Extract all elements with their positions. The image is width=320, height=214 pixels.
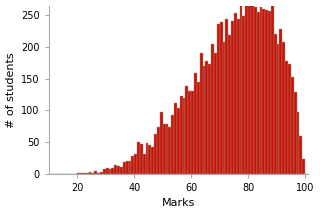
Bar — [103, 169, 106, 174]
Bar — [191, 91, 194, 174]
Bar — [134, 154, 137, 174]
Bar — [154, 134, 157, 174]
Bar — [240, 4, 243, 174]
Bar — [291, 77, 294, 174]
Bar — [80, 173, 83, 174]
Bar — [114, 165, 117, 174]
Bar — [231, 21, 234, 174]
Bar — [248, 6, 251, 174]
Bar — [294, 92, 297, 174]
Bar — [108, 169, 111, 174]
Bar — [165, 124, 168, 174]
Bar — [137, 142, 140, 174]
Bar — [260, 7, 262, 174]
Bar — [251, 5, 254, 174]
Bar — [86, 172, 89, 174]
Bar — [188, 91, 191, 174]
Bar — [123, 162, 126, 174]
Bar — [106, 168, 108, 174]
Bar — [194, 73, 197, 174]
Bar — [83, 173, 86, 174]
Bar — [200, 53, 203, 174]
Bar — [262, 9, 265, 174]
Bar — [300, 136, 302, 174]
Bar — [214, 53, 217, 174]
Bar — [183, 98, 186, 174]
Bar — [205, 61, 208, 174]
Bar — [177, 108, 180, 174]
Bar — [288, 64, 291, 174]
Bar — [120, 167, 123, 174]
Bar — [282, 42, 285, 174]
X-axis label: Marks: Marks — [162, 198, 195, 208]
Bar — [148, 145, 151, 174]
Bar — [302, 159, 305, 174]
Bar — [140, 144, 143, 174]
Bar — [117, 166, 120, 174]
Bar — [92, 173, 94, 174]
Bar — [180, 96, 183, 174]
Bar — [228, 35, 231, 174]
Bar — [220, 22, 222, 174]
Bar — [237, 19, 240, 174]
Bar — [234, 13, 237, 174]
Bar — [186, 86, 188, 174]
Bar — [277, 44, 279, 174]
Bar — [257, 12, 260, 174]
Bar — [143, 153, 146, 174]
Bar — [163, 124, 165, 174]
Bar — [171, 115, 174, 174]
Bar — [126, 161, 129, 174]
Bar — [265, 10, 268, 174]
Bar — [97, 172, 100, 174]
Bar — [94, 171, 97, 174]
Bar — [245, 0, 248, 174]
Bar — [203, 66, 205, 174]
Bar — [168, 128, 171, 174]
Bar — [271, 4, 274, 174]
Bar — [160, 112, 163, 174]
Bar — [297, 112, 300, 174]
Bar — [268, 11, 271, 174]
Bar — [211, 44, 214, 174]
Bar — [217, 24, 220, 174]
Bar — [279, 29, 282, 174]
Bar — [100, 172, 103, 174]
Bar — [208, 64, 211, 174]
Bar — [111, 168, 114, 174]
Bar — [146, 143, 148, 174]
Bar — [254, 7, 257, 174]
Bar — [129, 160, 132, 174]
Bar — [225, 19, 228, 174]
Bar — [77, 172, 80, 174]
Bar — [157, 128, 160, 174]
Y-axis label: # of students: # of students — [5, 52, 16, 128]
Bar — [197, 82, 200, 174]
Bar — [285, 61, 288, 174]
Bar — [89, 172, 92, 174]
Bar — [151, 147, 154, 174]
Bar — [274, 34, 277, 174]
Bar — [243, 16, 245, 174]
Bar — [132, 156, 134, 174]
Bar — [222, 42, 225, 174]
Bar — [174, 103, 177, 174]
